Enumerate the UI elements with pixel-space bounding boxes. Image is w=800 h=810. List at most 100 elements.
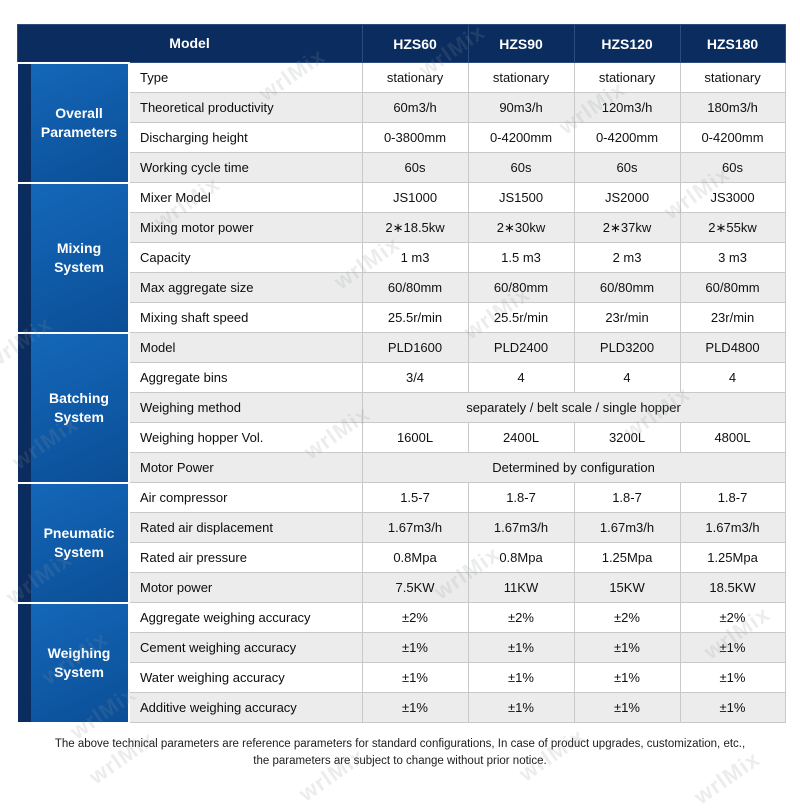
- param-value: 120m3/h: [573, 92, 681, 123]
- table-row: Capacity 1 m3 1.5 m3 2 m3 3 m3: [17, 242, 786, 273]
- table-row: Cement weighing accuracy ±1% ±1% ±1% ±1%: [17, 632, 786, 663]
- param-value: 0-3800mm: [361, 122, 469, 153]
- param-value: 1600L: [361, 422, 469, 453]
- param-label: Rated air displacement: [128, 512, 363, 543]
- param-value: ±1%: [679, 692, 786, 723]
- param-value: 1.25Mpa: [679, 542, 786, 573]
- param-value: 60s: [467, 152, 575, 183]
- param-label: Air compressor: [128, 482, 363, 513]
- param-value: ±2%: [361, 602, 469, 633]
- param-value: 180m3/h: [679, 92, 786, 123]
- param-label: Theoretical productivity: [128, 92, 363, 123]
- param-label: Capacity: [128, 242, 363, 273]
- param-value: 7.5KW: [361, 572, 469, 603]
- param-label: Type: [128, 62, 363, 93]
- param-value: 1.67m3/h: [573, 512, 681, 543]
- param-value: 60m3/h: [361, 92, 469, 123]
- param-value: 60/80mm: [679, 272, 786, 303]
- table-row: Mixing motor power 2∗18.5kw 2∗30kw 2∗37kw 2∗…: [17, 212, 786, 243]
- param-label: Additive weighing accuracy: [128, 692, 363, 723]
- footer-note: The above technical parameters are refer…: [0, 736, 800, 771]
- param-value: 0-4200mm: [467, 122, 575, 153]
- param-value-spanned: separately / belt scale / single hopper: [361, 392, 786, 423]
- param-value: 4: [679, 362, 786, 393]
- param-value: 4: [573, 362, 681, 393]
- table-row: Discharging height 0-3800mm 0-4200mm 0-4200…: [17, 122, 786, 153]
- group-label: Mixing System: [16, 181, 130, 334]
- param-label: Working cycle time: [128, 152, 363, 183]
- param-value: 15KW: [573, 572, 681, 603]
- param-label: Mixing shaft speed: [128, 302, 363, 333]
- param-label: Aggregate bins: [128, 362, 363, 393]
- param-value: 1.67m3/h: [679, 512, 786, 543]
- table-row: Weighing method separately / belt scale /…: [17, 392, 786, 423]
- param-value: ±1%: [467, 632, 575, 663]
- param-value: 60/80mm: [573, 272, 681, 303]
- param-value: ±1%: [467, 692, 575, 723]
- param-value: 3 m3: [679, 242, 786, 273]
- table-row: Theoretical productivity 60m3/h 90m3/h 120m…: [17, 92, 786, 123]
- param-value: 18.5KW: [679, 572, 786, 603]
- spec-table: Model HZS60 HZS90 HZS120 HZS180 Overall Par…: [16, 24, 786, 724]
- param-value: ±1%: [361, 632, 469, 663]
- param-value: 60/80mm: [361, 272, 469, 303]
- column-header-hzs60: HZS60: [361, 24, 469, 63]
- table-header: Model HZS60 HZS90 HZS120 HZS180: [16, 24, 786, 63]
- param-value: ±2%: [467, 602, 575, 633]
- param-value: 1.8-7: [573, 482, 681, 513]
- param-value: ±1%: [361, 662, 469, 693]
- param-value: 2 m3: [573, 242, 681, 273]
- table-row: Motor Power Determined by configuration: [17, 452, 786, 483]
- table-row: Max aggregate size 60/80mm 60/80mm 60/80mm 6…: [17, 272, 786, 303]
- param-label: Discharging height: [128, 122, 363, 153]
- param-value: 0-4200mm: [679, 122, 786, 153]
- param-value: 2∗18.5kw: [361, 212, 469, 243]
- param-value: ±1%: [679, 662, 786, 693]
- param-value: 1.5-7: [361, 482, 469, 513]
- param-value: PLD3200: [573, 332, 681, 363]
- param-value: 4: [467, 362, 575, 393]
- footer-line-1: The above technical parameters are refer…: [54, 738, 746, 750]
- param-label: Model: [128, 332, 363, 363]
- column-header-hzs120: HZS120: [573, 24, 681, 63]
- header-row: Model HZS60 HZS90 HZS120 HZS180: [16, 24, 786, 63]
- param-value: 2∗55kw: [679, 212, 786, 243]
- param-value: 1.25Mpa: [573, 542, 681, 573]
- table-row: Mixing System Mixer Model JS1000 JS1500 JS20…: [16, 181, 786, 334]
- param-value: 0-4200mm: [573, 122, 681, 153]
- param-value: 60s: [573, 152, 681, 183]
- param-label: Mixing motor power: [128, 212, 363, 243]
- group-label: Weighing System: [16, 601, 130, 724]
- param-value: PLD2400: [467, 332, 575, 363]
- param-value: 2∗30kw: [467, 212, 575, 243]
- param-label: Weighing hopper Vol.: [128, 422, 363, 453]
- param-value: 1 m3: [361, 242, 469, 273]
- param-value: ±1%: [467, 662, 575, 693]
- param-value: 23r/min: [679, 302, 786, 333]
- param-value: stationary: [573, 62, 681, 93]
- table-row: Motor power 7.5KW 11KW 15KW 18.5KW: [17, 572, 786, 603]
- param-value: 1.8-7: [467, 482, 575, 513]
- param-value: stationary: [679, 62, 786, 93]
- param-label: Motor Power: [128, 452, 363, 483]
- param-value: 90m3/h: [467, 92, 575, 123]
- table-row: Weighing hopper Vol. 1600L 2400L 3200L 4800L: [17, 422, 786, 453]
- param-value: 1.8-7: [679, 482, 786, 513]
- param-value-spanned: Determined by configuration: [361, 452, 786, 483]
- param-label: Max aggregate size: [128, 272, 363, 303]
- param-value: ±1%: [573, 632, 681, 663]
- param-value: 2400L: [467, 422, 575, 453]
- column-header-hzs90: HZS90: [467, 24, 575, 63]
- group-label: Batching System: [16, 331, 130, 484]
- param-value: ±1%: [573, 662, 681, 693]
- param-value: 25.5r/min: [361, 302, 469, 333]
- param-value: 0.8Mpa: [467, 542, 575, 573]
- param-value: 60s: [679, 152, 786, 183]
- param-value: stationary: [467, 62, 575, 93]
- table-row: Pneumatic System Air compressor 1.5-7 1.8-7…: [16, 481, 786, 604]
- param-value: stationary: [361, 62, 469, 93]
- param-value: 3200L: [573, 422, 681, 453]
- table-row: Water weighing accuracy ±1% ±1% ±1% ±1%: [17, 662, 786, 693]
- param-label: Rated air pressure: [128, 542, 363, 573]
- param-label: Motor power: [128, 572, 363, 603]
